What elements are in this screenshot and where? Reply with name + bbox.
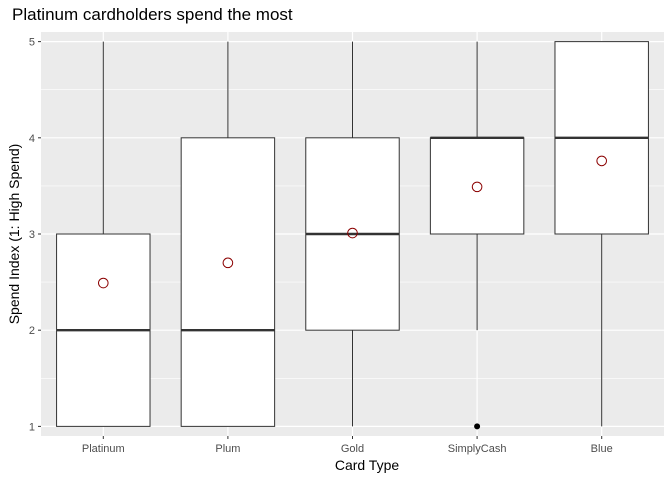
box-gold	[305, 41, 400, 427]
x-tick-label: Platinum	[82, 443, 125, 455]
outlier-point	[474, 423, 481, 430]
y-tick-label: 4	[29, 133, 35, 145]
box-plum	[180, 41, 276, 427]
y-tick-label: 2	[29, 325, 35, 337]
y-tick-label: 5	[29, 37, 35, 49]
y-axis-title: Spend Index (1: High Spend)	[6, 144, 22, 325]
x-tick-label: Blue	[591, 443, 613, 455]
x-axis-title: Card Type	[335, 457, 400, 473]
box-body	[180, 137, 276, 427]
mean-marker	[596, 155, 608, 167]
x-tick-label: SimplyCash	[448, 443, 507, 455]
mean-marker	[347, 227, 358, 239]
mean-marker	[222, 257, 234, 269]
y-axis: 1 2 3 4 5	[29, 37, 41, 433]
box-blue	[554, 41, 649, 427]
mean-marker	[471, 181, 483, 193]
mean-marker	[98, 277, 109, 289]
box-body	[429, 137, 525, 235]
chart-title: Platinum cardholders spend the most	[12, 5, 293, 24]
y-tick-label: 3	[29, 229, 35, 241]
x-tick-label: Plum	[215, 443, 240, 455]
y-tick-label: 1	[29, 421, 35, 433]
x-axis: Platinum Plum Gold SimplyCash Blue	[82, 436, 613, 455]
box-series	[56, 41, 649, 430]
box-platinum	[56, 41, 151, 427]
x-tick-label: Gold	[341, 443, 364, 455]
box-simplycash	[429, 41, 525, 430]
